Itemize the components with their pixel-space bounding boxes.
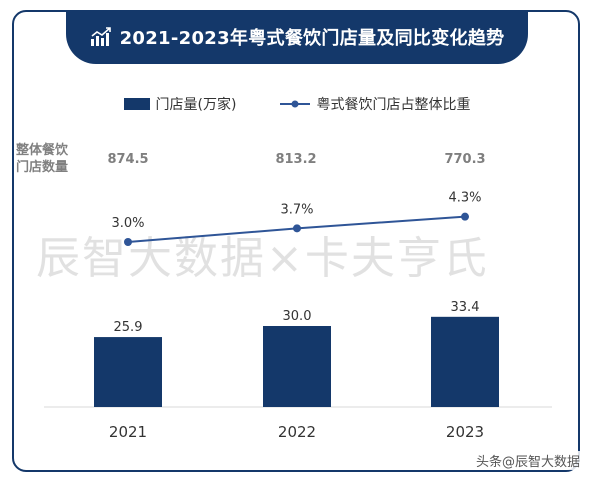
bar-label-2021: 25.9 — [114, 320, 143, 335]
legend-bar-label: 门店量(万家) — [155, 97, 237, 113]
store-count-label: 整体餐饮 门店数量 — [16, 142, 80, 176]
legend-item-line: 粤式餐饮门店占整体比重 — [280, 94, 470, 114]
bar-2022 — [263, 326, 331, 407]
bar-label-2023: 33.4 — [451, 300, 480, 315]
ratio-point-2021 — [124, 238, 132, 246]
store-count-2021: 874.5 — [107, 152, 149, 167]
ratio-label-2022: 3.7% — [280, 202, 313, 217]
title-banner: 2021-2023年粤式餐饮门店量及同比变化趋势 — [66, 10, 528, 64]
legend-line-swatch — [280, 100, 311, 108]
store-count-2023: 770.3 — [444, 152, 486, 167]
legend: 门店量(万家) 粤式餐饮门店占整体比重 — [0, 94, 594, 114]
bar-2023 — [431, 316, 499, 407]
chart-title: 2021-2023年粤式餐饮门店量及同比变化趋势 — [119, 28, 505, 49]
legend-bar-swatch — [123, 98, 150, 110]
chart-icon — [90, 27, 111, 46]
legend-line-label: 粤式餐饮门店占整体比重 — [316, 97, 471, 113]
x-tick-2021: 2021 — [109, 423, 147, 441]
source-tag: 头条@辰智大数据 — [475, 451, 580, 470]
ratio-label-2023: 4.3% — [448, 191, 481, 206]
ratio-point-2023 — [461, 212, 469, 221]
bar-2021 — [94, 337, 162, 407]
store-count-label-line2: 门店数量 — [16, 160, 69, 175]
x-tick-2023: 2023 — [446, 423, 484, 441]
store-count-label-line1: 整体餐饮 — [16, 143, 69, 158]
store-count-2022: 813.2 — [275, 152, 317, 167]
legend-item-bar: 门店量(万家) — [123, 94, 237, 114]
ratio-point-2022 — [293, 224, 301, 233]
x-tick-2022: 2022 — [278, 423, 316, 441]
ratio-label-2021: 3.0% — [111, 216, 144, 231]
bar-label-2022: 30.0 — [283, 309, 312, 324]
